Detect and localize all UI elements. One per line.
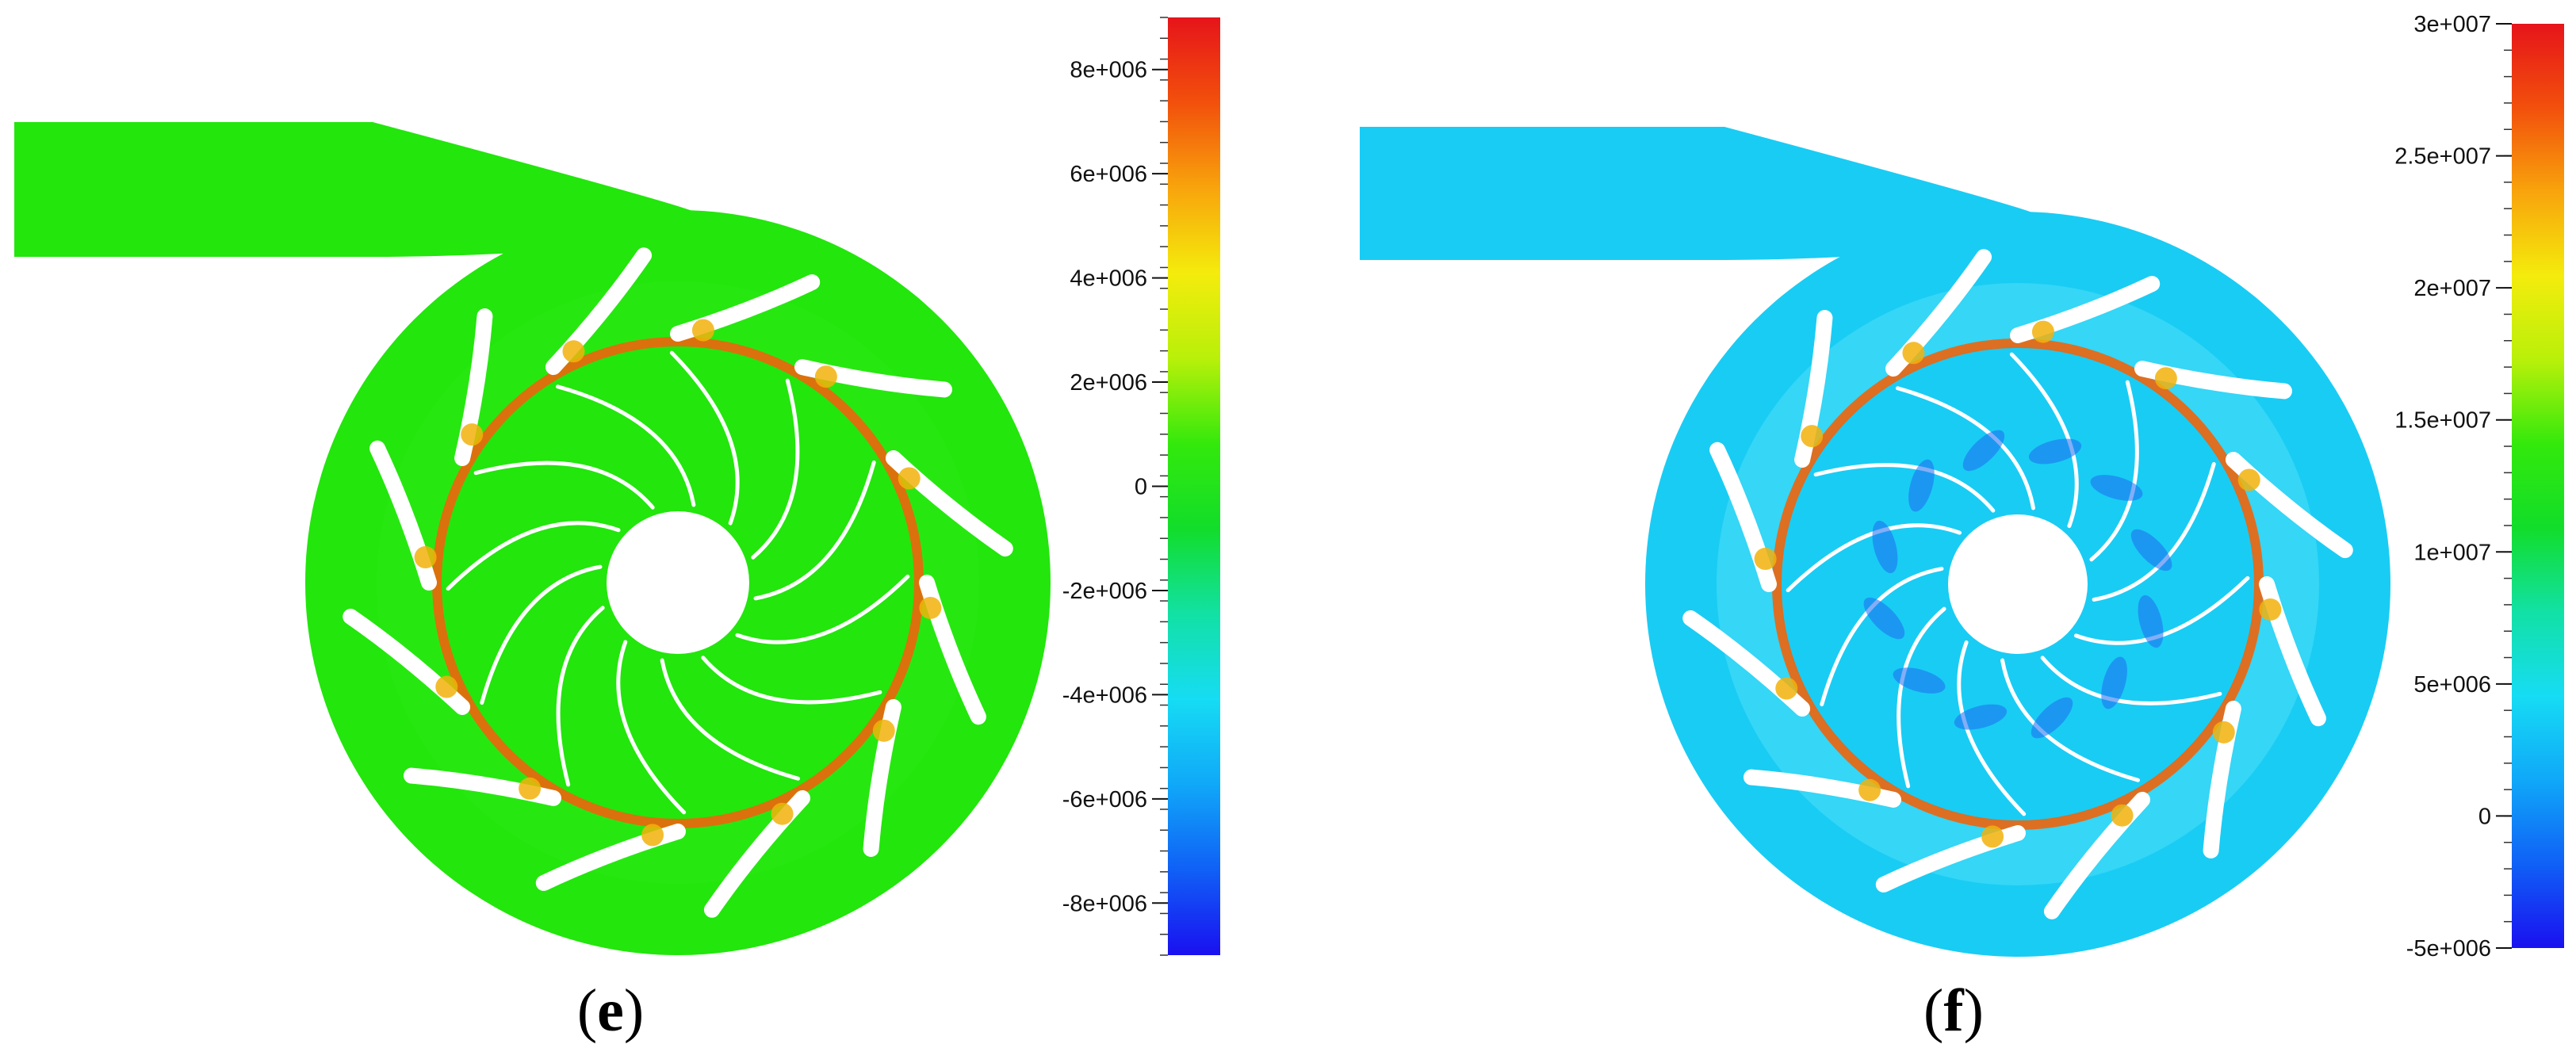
impeller-blade	[555, 384, 696, 507]
low-pressure-zone	[2090, 475, 2143, 501]
low-pressure-zone	[1962, 430, 2005, 472]
colorbar-tick-label: 2.5e+007	[2394, 144, 2491, 170]
colorbar-f: 3e+007 2.5e+007 2e+007 1.5e+007 1e+007 5e+006…	[2394, 12, 2564, 962]
inlet-pipe	[14, 122, 694, 257]
vane-wake	[562, 340, 585, 363]
colorbar-gradient	[1168, 17, 1220, 955]
vane-wake	[1981, 825, 2004, 848]
pump-contour-f	[1360, 127, 2390, 957]
vane-wake	[898, 467, 921, 490]
pump-contour-e	[14, 122, 1051, 955]
panel-label-e: (e)	[577, 977, 644, 1044]
impeller-blade	[753, 460, 876, 601]
low-pressure-zone	[2138, 594, 2164, 648]
vane-wake	[461, 423, 484, 446]
impeller-blade	[556, 606, 605, 787]
impeller-blade	[480, 564, 603, 705]
panel-label-f: (f)	[1923, 977, 1984, 1044]
vane-wake	[641, 824, 664, 847]
guide-vanes	[1682, 249, 2353, 919]
colorbar-tick-label: -2e+006	[1062, 579, 1147, 604]
hub-hole	[607, 511, 749, 654]
vane-wake	[2154, 367, 2177, 390]
low-pressure-zone	[2101, 656, 2127, 709]
impeller-blade	[735, 574, 910, 644]
impeller-blade	[701, 656, 882, 705]
impeller-blades	[1786, 352, 2250, 816]
low-pressure-zone	[1863, 597, 1905, 640]
vane-wake	[919, 596, 942, 619]
low-pressure-zone	[1893, 667, 1946, 694]
impeller-blade	[473, 461, 655, 510]
colorbar-tick-label: 1e+007	[2413, 540, 2491, 565]
impeller-blade	[660, 658, 801, 781]
colorbar-tick-label: -8e+006	[1062, 891, 1147, 916]
vane-wake	[2212, 721, 2235, 744]
low-pressure-zone	[1872, 520, 1898, 574]
colorbar-tick-label: 4e+006	[1070, 266, 1147, 292]
impeller-blade	[751, 378, 800, 560]
colorbar-tick-label: -4e+006	[1062, 682, 1147, 708]
vane-wake	[814, 365, 837, 388]
colorbar-tick-label: 0	[2478, 804, 2491, 829]
vane-wake	[414, 546, 437, 569]
vane-wake	[1902, 342, 1925, 365]
panel-f: 3e+007 2.5e+007 2e+007 1.5e+007 1e+007 5e+006…	[1360, 12, 2564, 1044]
low-pressure-zone	[1908, 459, 1935, 512]
colorbar-tick-label: 8e+006	[1070, 58, 1147, 83]
impeller-blades	[446, 350, 910, 815]
impeller-blade	[616, 640, 687, 815]
low-pressure-zone	[2031, 697, 2073, 739]
vane-wake	[2031, 320, 2054, 343]
colorbar-tick-label: 3e+007	[2413, 12, 2491, 37]
vane-wake	[1775, 677, 1798, 700]
colorbar-tick-label: 6e+006	[1070, 162, 1147, 187]
vane-wake	[872, 719, 895, 742]
colorbar-tick-label: -6e+006	[1062, 787, 1147, 812]
colorbar-tick-label: 0	[1135, 475, 1147, 500]
vane-wake	[771, 802, 794, 825]
impeller-blade	[446, 521, 621, 591]
colorbar-tick-label: 2e+007	[2413, 276, 2491, 301]
volute-body	[14, 122, 1051, 955]
low-pressure-zone	[2130, 529, 2172, 572]
colorbar-tick-label: 1.5e+007	[2394, 408, 2491, 434]
vane-wake	[1801, 425, 1824, 448]
colorbar-tick-label: -5e+006	[2406, 936, 2491, 962]
hub-hole	[1948, 514, 2088, 654]
vane-wake	[1858, 778, 1881, 801]
vane-wake	[2259, 598, 2282, 621]
low-pressure-zone	[1954, 704, 2008, 730]
vane-wake	[691, 319, 714, 342]
colorbar-e: 8e+006 6e+006 4e+006 2e+006 0 -2e+006 -4e+006 -…	[1062, 17, 1220, 956]
vane-wake	[2111, 804, 2134, 827]
colorbar-gradient	[2512, 24, 2564, 948]
low-pressure-zone	[2028, 438, 2082, 465]
vane-wake	[1754, 548, 1777, 571]
vane-wake	[435, 675, 458, 698]
inlet-pipe	[1360, 127, 2034, 260]
guide-vanes	[343, 247, 1013, 918]
panel-e: 8e+006 6e+006 4e+006 2e+006 0 -2e+006 -4e+006 -…	[14, 17, 1220, 1044]
colorbar-tick-label: 2e+006	[1070, 370, 1147, 396]
vane-wake	[519, 777, 542, 800]
vane-wake	[2237, 468, 2260, 491]
impeller-blade	[669, 350, 740, 526]
colorbar-tick-label: 5e+006	[2413, 672, 2491, 698]
